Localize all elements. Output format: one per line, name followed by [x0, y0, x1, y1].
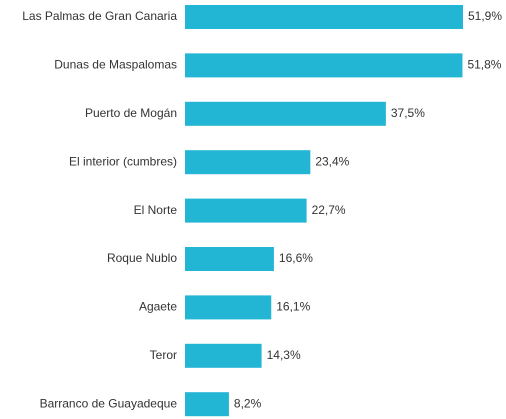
- category-label: Barranco de Guayadeque: [40, 396, 178, 410]
- bar: [185, 101, 386, 126]
- bar: [185, 198, 307, 223]
- bar: [185, 150, 311, 175]
- category-label: Las Palmas de Gran Canaria: [22, 9, 177, 23]
- value-label: 23,4%: [315, 154, 349, 168]
- value-label: 51,9%: [468, 9, 502, 23]
- value-label: 22,7%: [312, 203, 346, 217]
- category-label: El interior (cumbres): [69, 154, 177, 168]
- value-label: 14,3%: [267, 348, 301, 362]
- bar: [185, 247, 274, 271]
- category-label: Dunas de Maspalomas: [54, 58, 177, 72]
- bar: [185, 5, 463, 29]
- bar: [185, 53, 463, 78]
- value-label: 51,8%: [467, 58, 501, 72]
- category-label: Roque Nublo: [107, 251, 177, 265]
- value-label: 8,2%: [234, 396, 262, 410]
- category-label: Agaete: [139, 300, 177, 314]
- category-label: Puerto de Mogán: [85, 106, 177, 120]
- category-label: Teror: [150, 348, 177, 362]
- value-label: 16,1%: [276, 300, 310, 314]
- value-label: 37,5%: [391, 106, 425, 120]
- bar: [185, 295, 272, 320]
- value-label: 16,6%: [279, 251, 313, 265]
- bar: [185, 343, 262, 368]
- category-label: El Norte: [134, 203, 178, 217]
- bar: [185, 392, 229, 417]
